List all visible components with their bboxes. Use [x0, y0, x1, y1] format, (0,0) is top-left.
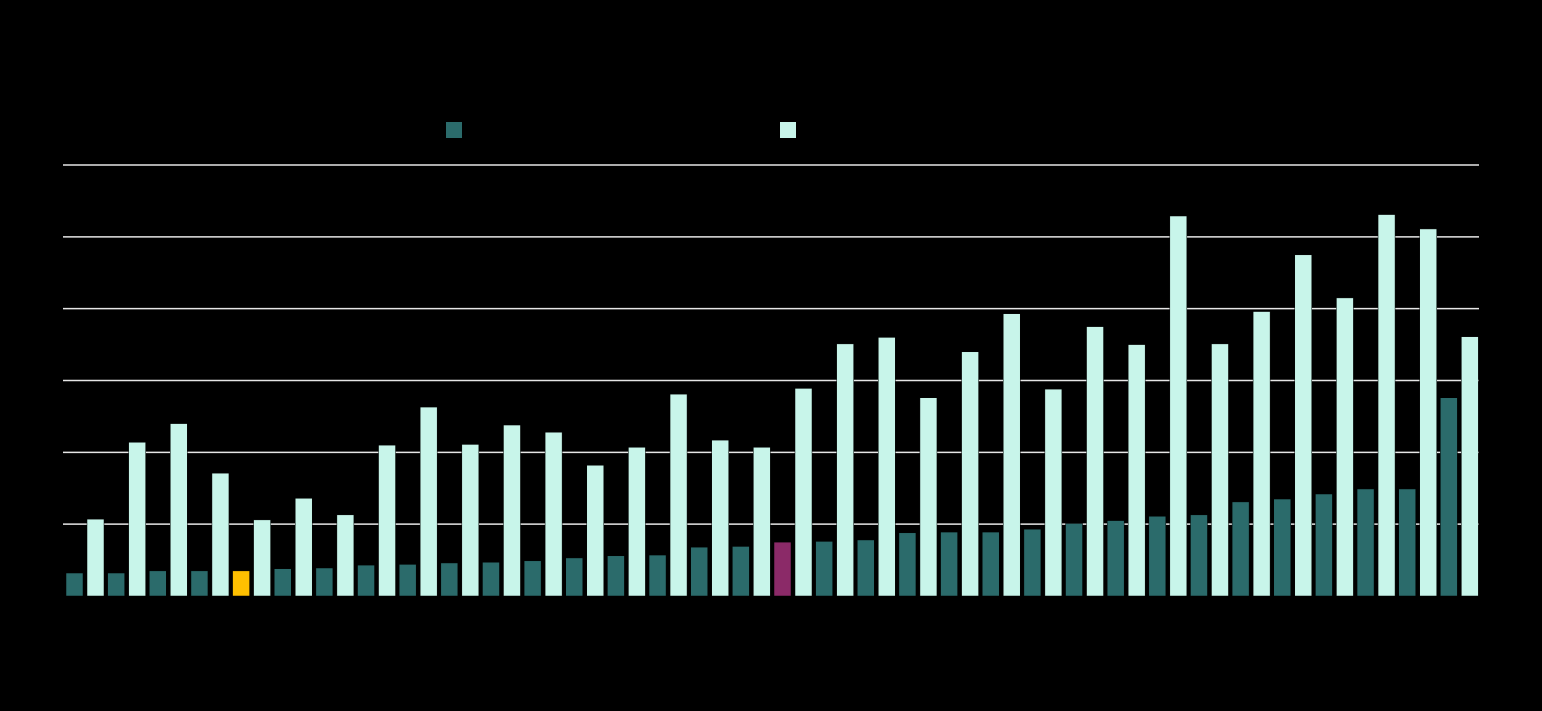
- bar: [1356, 488, 1375, 597]
- bar: [919, 397, 938, 597]
- bar: [1127, 344, 1146, 597]
- bar: [149, 570, 167, 597]
- bar: [732, 546, 750, 597]
- bar: [107, 572, 125, 597]
- bar: [1377, 214, 1396, 597]
- bar: [544, 431, 563, 597]
- bar: [1086, 326, 1104, 597]
- bar: [1419, 228, 1437, 597]
- bar: [669, 393, 688, 597]
- bar: [523, 560, 542, 597]
- bar: [1190, 514, 1208, 597]
- bar: [128, 442, 146, 597]
- bar: [1273, 498, 1292, 597]
- bar: [1211, 343, 1229, 597]
- bar: [419, 406, 438, 597]
- legend-swatch: [446, 122, 462, 138]
- bar: [961, 351, 979, 597]
- bar: [253, 519, 271, 597]
- bar: [773, 541, 792, 597]
- bar: [607, 555, 625, 597]
- bar: [1169, 215, 1188, 597]
- bar: [211, 472, 230, 597]
- bar: [294, 498, 313, 597]
- bar: [503, 424, 521, 597]
- bar: [461, 444, 480, 597]
- bar: [378, 444, 396, 597]
- bar: [794, 388, 813, 597]
- bar: [1440, 397, 1458, 597]
- bar: [648, 554, 667, 597]
- bar: [981, 531, 1000, 597]
- bar: [753, 447, 771, 597]
- bar: [586, 465, 605, 597]
- bar: [878, 337, 896, 597]
- bar: [857, 539, 875, 597]
- bar: [86, 518, 105, 597]
- bar: [232, 570, 250, 597]
- bar: [836, 343, 854, 597]
- bar: [1336, 297, 1354, 597]
- bar: [1252, 311, 1271, 597]
- bar: [1002, 313, 1021, 597]
- bar: [898, 532, 917, 597]
- bar: [1231, 501, 1250, 597]
- bar: [357, 564, 375, 597]
- bar: [315, 567, 334, 597]
- bar: [482, 561, 500, 597]
- bar: [1294, 254, 1313, 597]
- bar: [440, 562, 459, 597]
- bar: [398, 564, 417, 597]
- bar: [940, 531, 958, 597]
- legend-swatch: [780, 122, 796, 138]
- bar: [1023, 528, 1042, 597]
- bar: [170, 423, 188, 597]
- bar: [711, 439, 729, 597]
- bar: [565, 557, 584, 597]
- bar: [628, 447, 646, 597]
- bar: [190, 570, 209, 597]
- bar: [1106, 520, 1125, 597]
- bar: [1398, 488, 1416, 597]
- bar: [1148, 516, 1167, 597]
- bar: [65, 572, 84, 597]
- bar: [690, 546, 708, 597]
- bar: [336, 514, 355, 597]
- bar: [1461, 336, 1479, 597]
- bar: [1044, 388, 1063, 597]
- bar: [1065, 523, 1083, 597]
- bar: [1315, 493, 1333, 597]
- bar: [273, 568, 292, 597]
- bar: [815, 541, 833, 597]
